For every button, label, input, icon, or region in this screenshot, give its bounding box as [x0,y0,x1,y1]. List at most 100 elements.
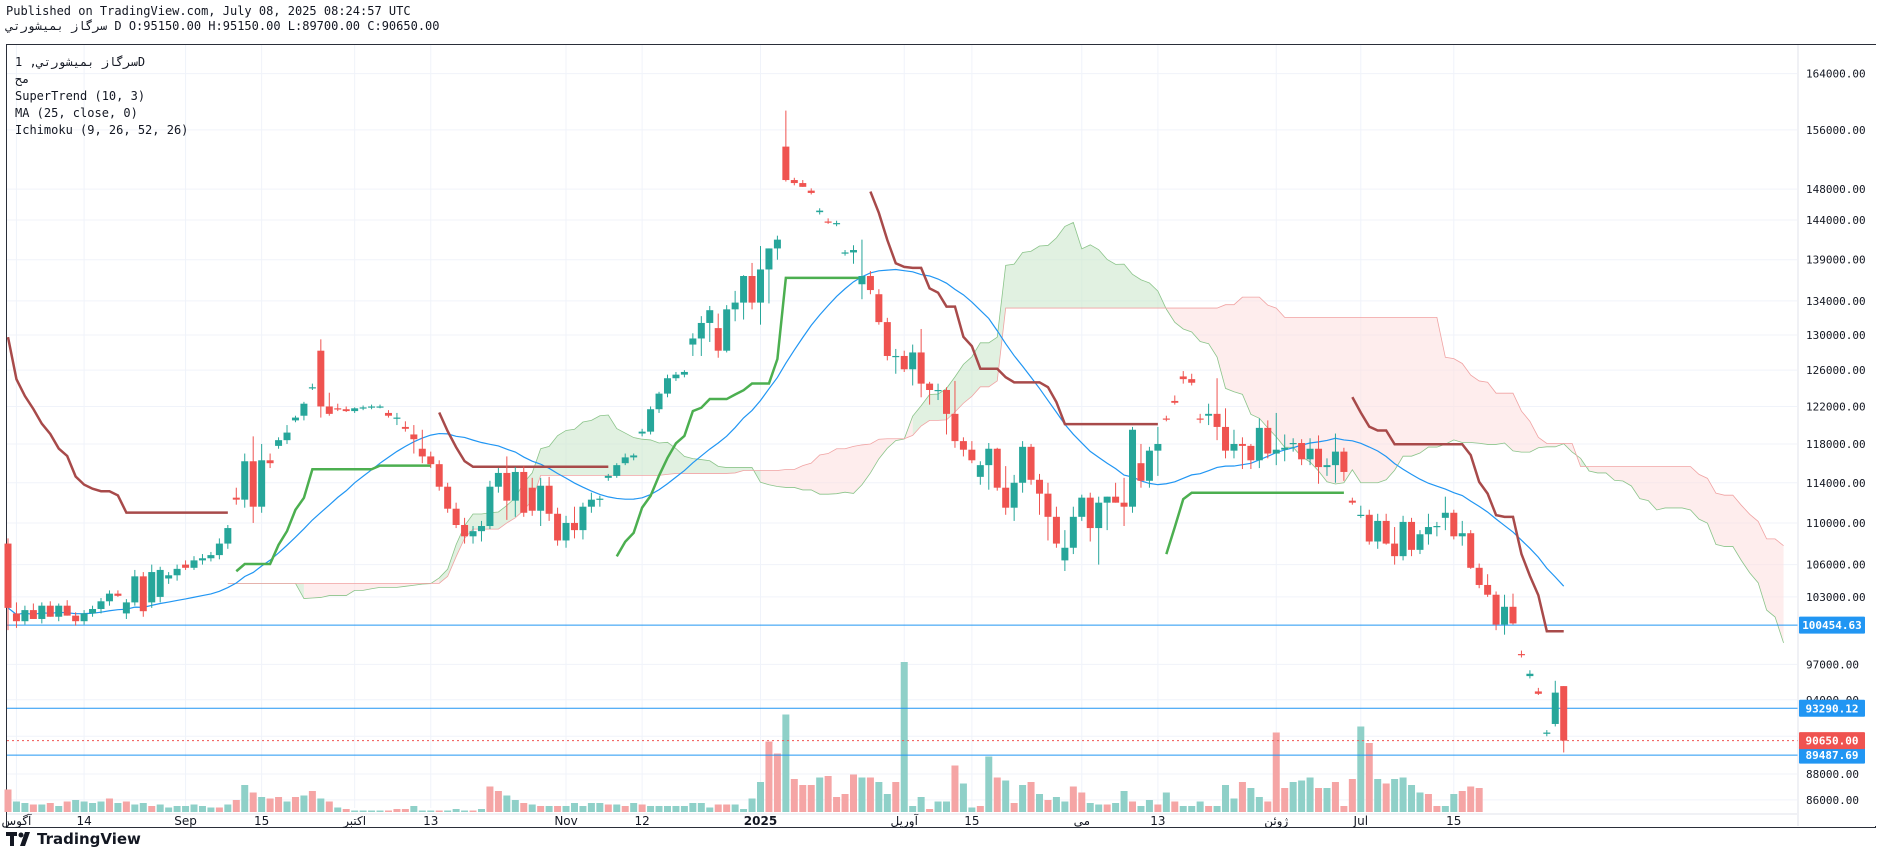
time-axis-label: 2025 [744,814,777,828]
candle [1433,526,1441,528]
volume-bar [900,662,908,812]
volume-bar [824,776,832,812]
legend-ma[interactable]: MA (25, close, 0) [15,106,138,120]
volume-bar [630,803,638,812]
candle [841,252,849,254]
legend-ichimoku[interactable]: Ichimoku (9, 26, 52, 26) [15,123,189,137]
volume-bar [477,809,485,812]
volume-bar [1069,786,1077,812]
volume-bar [384,810,392,812]
legend-symbol[interactable]: سرگاز بمیشورتي, 1D [15,55,146,69]
supertrend-line [1351,396,1564,633]
candle [731,302,739,310]
candle [773,239,781,249]
volume-bar [1340,806,1348,812]
time-axis-label: 15 [964,814,979,828]
volume-bar [1052,797,1060,812]
candle [469,531,477,537]
price-tag-label-lower: 89487.69 [1806,749,1859,762]
volume-bar [858,777,866,812]
candle [756,269,764,303]
volume-bar [545,806,553,812]
candle [1086,497,1094,529]
price-axis-tick: 86000.00 [1806,794,1859,807]
volume-bar [1348,779,1356,812]
candle [1129,429,1137,507]
volume-bar [393,809,401,812]
volume-bar [1450,794,1458,812]
volume-bar [368,810,376,812]
volume-bar [926,809,934,812]
price-axis-tick: 110000.00 [1806,517,1866,530]
ichimoku-cloud [1589,466,1784,643]
candle [714,328,722,351]
price-axis-bg [1798,45,1876,826]
volume-bar [1162,792,1170,812]
volume-bar [1458,791,1466,812]
candle [647,409,655,432]
candle [215,543,223,556]
candle [21,610,29,622]
volume-bar [1382,783,1390,812]
volume-bar [1408,785,1416,812]
volume-bar [621,806,629,812]
candle [1391,543,1399,557]
published-line: Published on TradingView.com, July 08, 2… [6,4,411,18]
volume-bar [723,804,731,812]
time-axis-label: 15 [254,814,269,828]
candle [1492,594,1500,625]
volume-bar [494,791,502,812]
candle [866,276,874,291]
volume-bar [554,806,562,812]
candle [621,457,629,464]
candle [1188,379,1196,383]
candle [232,497,240,500]
volume-bar [647,806,655,812]
candle [359,407,367,409]
candle [418,448,426,457]
candle [1154,443,1162,451]
volume-bar [266,798,274,812]
volume-bar [1129,801,1137,812]
candle [444,486,452,509]
volume-bar [909,806,917,812]
candle [1061,547,1069,561]
candle [291,417,299,421]
price-axis-tick: 156000.00 [1806,124,1866,137]
candle [494,472,502,487]
candle [12,613,20,622]
volume-bar [883,794,891,812]
candle [723,309,731,351]
volume-bar [816,777,824,812]
volume-bar [1027,782,1035,812]
candle [1044,493,1052,517]
volume-bar [486,786,494,812]
candle [1365,514,1373,542]
ichimoku-cloud [439,415,761,584]
candle [943,389,951,414]
legend-supertrend[interactable]: SuperTrend (10, 3) [15,89,146,103]
candle [275,440,283,446]
candle [520,471,528,513]
price-axis-tick: 164000.00 [1806,68,1866,81]
candle [1441,512,1449,518]
candle [4,543,12,608]
candle [190,560,198,568]
candle [1517,654,1525,656]
candle [1501,606,1509,625]
candle [858,276,866,285]
price-axis-tick: 139000.00 [1806,254,1866,267]
candle [38,605,46,619]
candle [1196,418,1204,420]
volume-bar [410,806,418,812]
volume-bar [38,804,46,812]
ichimoku-span-b [227,296,1784,584]
candle [976,465,984,477]
volume-bar [1002,780,1010,812]
volume-bar [1323,788,1331,812]
volume-bar [139,803,147,812]
candle [63,605,71,616]
candle [1560,686,1568,741]
candle [1340,451,1348,472]
